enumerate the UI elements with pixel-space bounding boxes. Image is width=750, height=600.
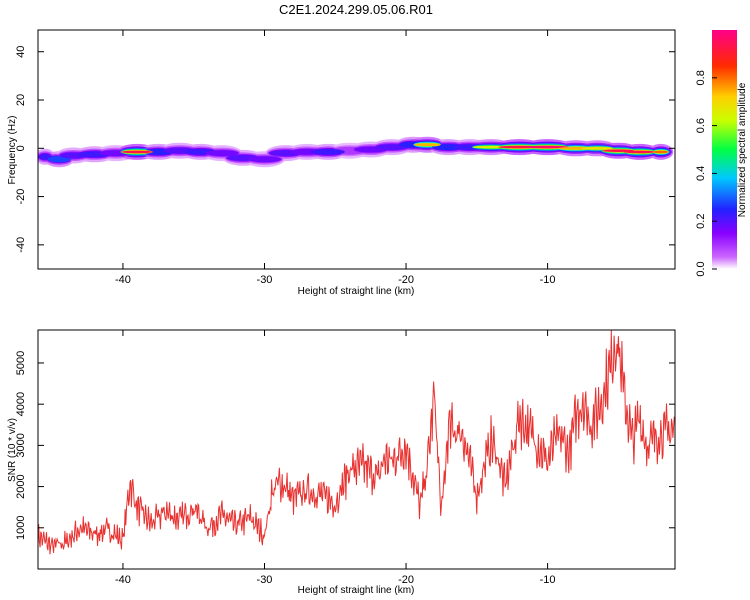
spectrogram-x-label: Height of straight line (km) — [298, 286, 415, 297]
snr-panel: -40 -30 -20 -10 1000 2000 3000 4000 5000 Height… — [7, 329, 676, 596]
snr-x-ticks: -40 -30 -20 -10 — [115, 330, 556, 586]
x-tick-label: -40 — [115, 274, 131, 286]
colorbar-tick-label: 0.8 — [695, 70, 707, 85]
spectrogram-blob — [414, 143, 441, 146]
y-tick-label: -40 — [15, 237, 27, 253]
colorbar-tick-label: 0.4 — [695, 166, 707, 181]
spectrogram-blob — [652, 150, 669, 154]
y-tick-label: 4000 — [15, 392, 27, 416]
x-tick-label: -40 — [115, 574, 131, 586]
x-tick-label: -10 — [540, 274, 556, 286]
spectrogram-y-label: Frequency (Hz) — [7, 116, 18, 185]
x-tick-label: -20 — [398, 274, 414, 286]
spectrogram-blob — [205, 150, 239, 157]
y-tick-label: 3000 — [15, 433, 27, 457]
snr-y-ticks: 1000 2000 3000 4000 5000 — [15, 351, 675, 540]
spectrogram-y-ticks: -40 -20 0 20 40 — [15, 46, 675, 253]
spectrogram-blob — [623, 150, 656, 154]
spectrogram-panel: -40 -30 -20 -10 -40 -20 0 20 40 Height of strai… — [7, 29, 676, 297]
spectrogram-blobs — [38, 136, 674, 168]
x-tick-label: -30 — [257, 574, 273, 586]
y-tick-label: 0 — [15, 145, 27, 151]
snr-x-label: Height of straight line (km) — [298, 585, 415, 596]
colorbar-label: Normalized spectral amplitude — [737, 82, 748, 217]
colorbar-ticks: 0.0 0.2 0.4 0.6 0.8 — [695, 70, 717, 277]
y-tick-label: 20 — [15, 94, 27, 106]
y-tick-label: 40 — [15, 46, 27, 58]
snr-series-line — [38, 330, 675, 555]
spectrogram-blob — [311, 148, 345, 155]
figure-title: C2E1.2024.299.05.06.R01 — [279, 2, 433, 17]
spectrogram-blob — [121, 150, 153, 154]
spectrogram-frame — [37, 29, 676, 270]
y-tick-label: 2000 — [15, 474, 27, 498]
x-tick-label: -20 — [398, 574, 414, 586]
spectrogram-blob — [526, 145, 569, 149]
snr-y-label: SNR (10 * v/v) — [7, 418, 18, 482]
x-tick-label: -30 — [257, 274, 273, 286]
colorbar-tick-label: 0.2 — [695, 214, 707, 229]
y-tick-label: -20 — [15, 189, 27, 205]
y-tick-label: 5000 — [15, 351, 27, 375]
colorbar-gradient — [712, 30, 737, 269]
colorbar-tick-label: 0.0 — [695, 261, 707, 276]
colorbar: 0.0 0.2 0.4 0.6 0.8 Normalized spectral ampl… — [695, 30, 748, 277]
spectrogram-blob — [581, 147, 613, 150]
snr-frame — [37, 329, 676, 570]
x-tick-label: -10 — [540, 574, 556, 586]
spectrogram-blob — [247, 156, 282, 163]
colorbar-tick-label: 0.6 — [695, 118, 707, 133]
spectrogram-blob — [472, 145, 510, 149]
spectrogram-x-ticks: -40 -30 -20 -10 — [115, 30, 556, 286]
spectrogram-blob — [39, 153, 52, 160]
y-tick-label: 1000 — [15, 516, 27, 540]
